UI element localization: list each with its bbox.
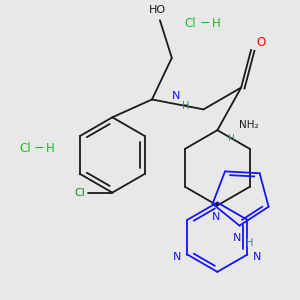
Text: H: H [212,17,220,30]
Text: Cl: Cl [185,17,196,30]
Text: Cl: Cl [75,188,86,198]
Text: HO: HO [149,5,167,15]
Text: N: N [212,212,220,222]
Text: O: O [256,35,266,49]
Text: H: H [227,134,234,142]
Text: H: H [246,238,253,248]
Text: N: N [172,91,180,100]
Text: −: − [34,142,45,154]
Text: H: H [46,142,55,154]
Text: H: H [182,101,189,111]
Text: N: N [233,233,242,244]
Text: NH₂: NH₂ [239,120,259,130]
Text: Cl: Cl [19,142,31,154]
Text: N: N [173,251,182,262]
Text: N: N [253,251,262,262]
Text: −: − [200,17,210,30]
